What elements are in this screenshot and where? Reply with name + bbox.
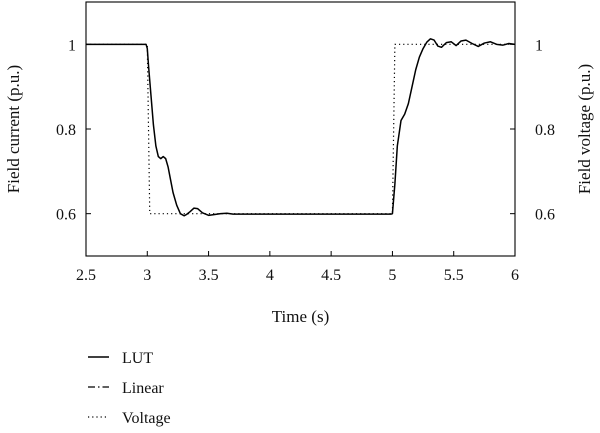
legend: LUT Linear Voltage: [88, 350, 171, 427]
y-axis-label-right: Field voltage (p.u.): [575, 64, 594, 194]
plot-area: [86, 38, 516, 217]
y-tick-label-right: 0.6: [535, 207, 555, 224]
x-tick-label: 3: [143, 267, 151, 284]
x-tick-label: 5: [388, 267, 396, 284]
x-tick-label: 5.5: [444, 267, 464, 284]
x-tick-label: 4.5: [321, 267, 341, 284]
legend-label-lut: LUT: [122, 350, 153, 367]
y-tick-label-left: 0.8: [56, 122, 76, 139]
x-axis-label: Time (s): [272, 307, 329, 326]
x-tick-label: 3.5: [199, 267, 219, 284]
y-tick-label-left: 1: [68, 37, 76, 54]
y-tick-label-right: 1: [535, 37, 543, 54]
y-tick-label-right: 0.8: [535, 122, 555, 139]
axes: 2.5 3 3.5 4 4.5 5 5.5 6 0.6 0.6 0.8 0.8 1 1: [56, 1, 555, 284]
legend-label-linear: Linear: [122, 380, 164, 397]
plot-frame: [85, 1, 516, 257]
series-line-voltage: [86, 43, 515, 215]
series-line-lut: [86, 38, 516, 217]
x-tick-label: 4: [266, 267, 274, 284]
y-tick-label-left: 0.6: [56, 207, 76, 224]
x-tick-label: 2.5: [76, 267, 96, 284]
legend-label-voltage: Voltage: [122, 410, 171, 427]
y-axis-label-left: Field current (p.u.): [4, 65, 23, 193]
x-tick-label: 6: [511, 267, 519, 284]
